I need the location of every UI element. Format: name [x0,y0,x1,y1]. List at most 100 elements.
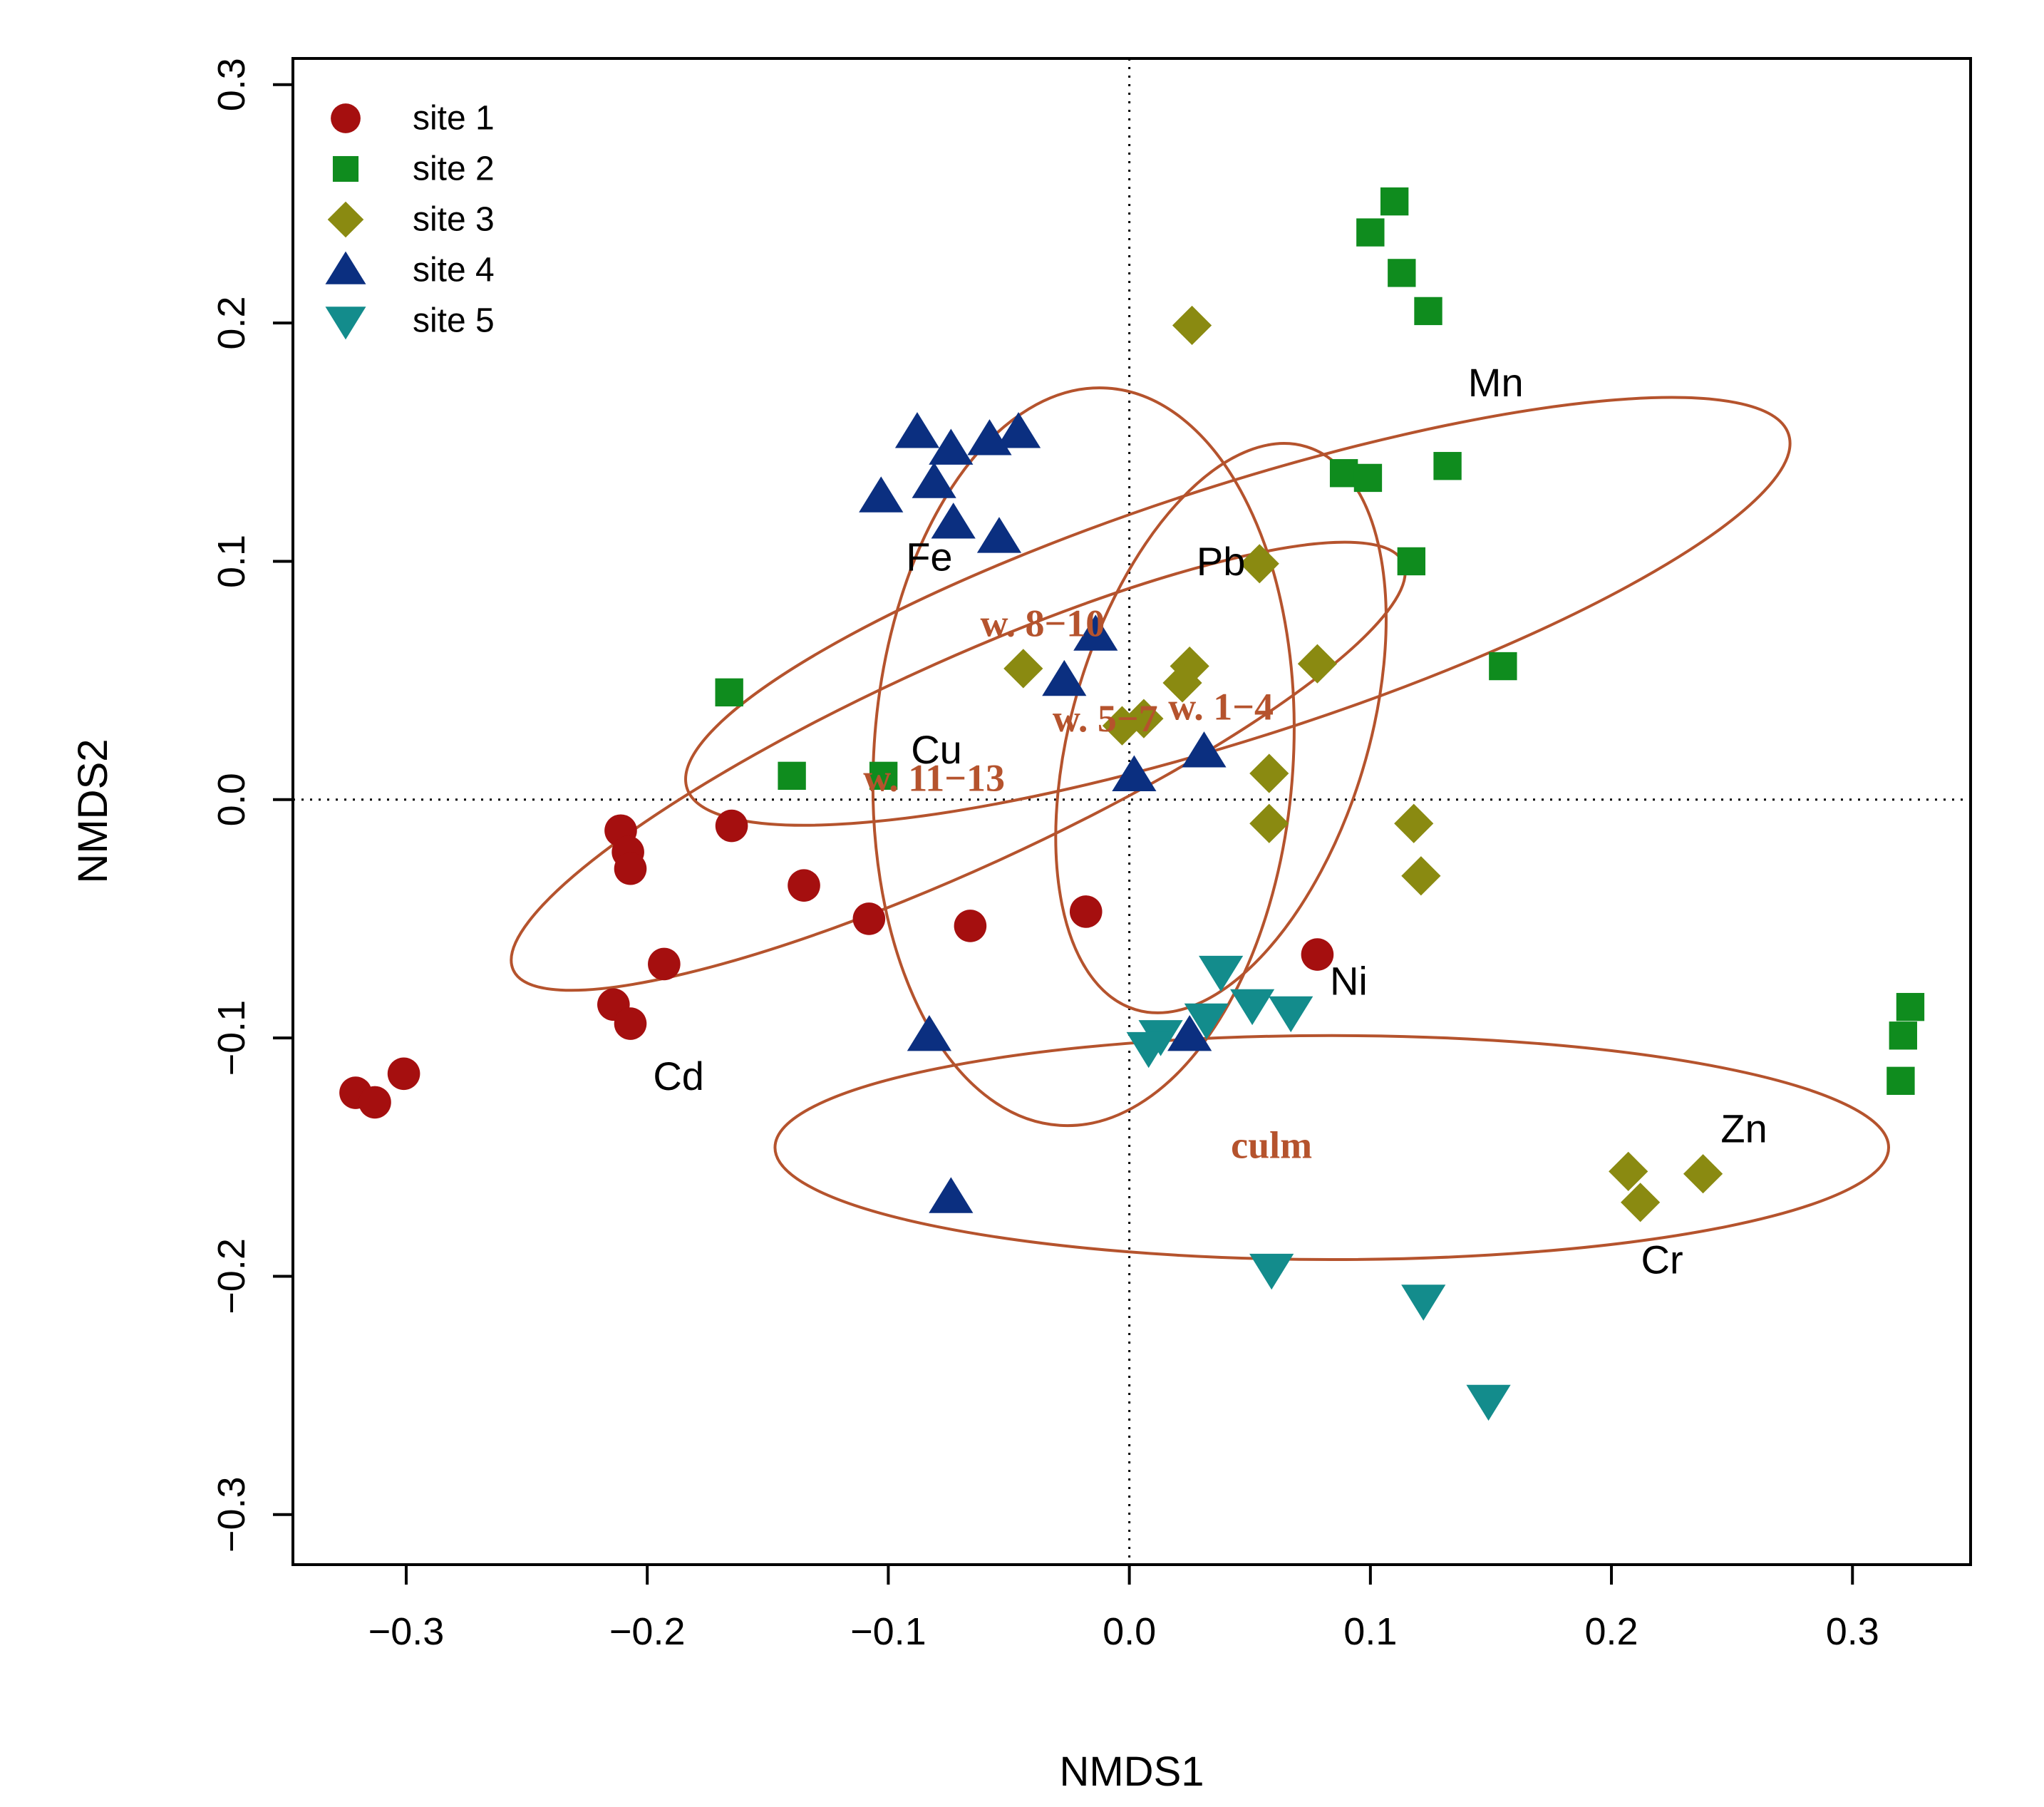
point-site-1 [648,947,681,981]
group-label-w-5-7: w. 5−7 [1053,697,1158,740]
variable-label-ni: Ni [1330,958,1368,1003]
point-site-3 [1401,856,1441,896]
point-site-3 [1172,305,1212,346]
point-site-1 [614,1007,647,1040]
group-label-culm: culm [1231,1124,1312,1167]
point-site-1 [852,902,886,935]
x-tick-label: −0.2 [609,1610,686,1653]
point-site-4 [996,412,1041,448]
y-tick-label: 0.1 [210,535,253,588]
legend-label-site-1: site 1 [413,100,495,138]
point-site-5 [1269,996,1313,1033]
y-tick-label: −0.2 [210,1238,253,1314]
point-site-4 [929,428,974,465]
point-site-2 [1388,259,1416,287]
y-axis-title: NMDS2 [70,738,116,883]
group-label-w-8-10: w. 8−10 [980,602,1105,644]
legend-label-site-5: site 5 [413,302,495,340]
point-site-2 [1433,452,1462,480]
x-tick-label: 0.1 [1343,1610,1397,1653]
point-site-3 [1249,803,1289,843]
point-site-1 [1301,938,1334,971]
reference-lines [293,58,1971,1565]
variable-labels: Mn Fe Pb Cu Ni Cd Zn Cr [653,360,1767,1282]
point-site-2 [1380,187,1409,216]
point-site-2 [778,761,806,791]
point-site-5 [1466,1384,1511,1421]
ellipse-w-5-7 [871,386,1296,1128]
legend-marker-site-1 [331,103,361,133]
y-tick-label: 0.3 [210,58,253,111]
point-site-2 [1896,992,1925,1021]
x-tick-label: 0.3 [1826,1610,1879,1653]
point-site-5 [1126,1031,1171,1069]
legend-label-site-2: site 2 [413,150,495,188]
point-site-2 [1889,1021,1917,1050]
group-label-w-11-13: w. 11−13 [863,757,1005,800]
point-site-3 [1394,803,1434,843]
point-site-1 [387,1057,420,1091]
point-site-1 [715,809,748,843]
x-tick-label: 0.2 [1585,1610,1638,1653]
point-site-2 [1329,459,1358,488]
point-site-3 [1124,699,1164,738]
point-site-1 [954,910,987,942]
legend-marker-site-3 [327,201,364,238]
point-site-4 [912,462,956,498]
legend-marker-site-4 [325,251,366,284]
point-site-1 [788,869,820,902]
point-site-2 [1414,297,1442,326]
legend-marker-site-2 [332,155,359,182]
y-tick-label: 0.2 [210,297,253,350]
legend-label-site-3: site 3 [413,201,495,239]
point-site-2 [869,761,898,791]
point-site-4 [1112,755,1157,791]
point-site-4 [1167,1014,1212,1051]
point-site-2 [1489,652,1517,681]
y-tick-label: −0.3 [210,1476,253,1553]
point-site-2 [715,678,743,707]
point-site-3 [1249,753,1289,793]
point-site-4 [1182,731,1227,768]
ellipse-culm [773,1034,1891,1262]
point-site-4 [907,1014,952,1051]
point-site-3 [1609,1151,1648,1191]
ellipse-w-8-10 [684,396,1792,827]
point-site-5 [1401,1285,1446,1321]
point-site-4 [929,1177,974,1213]
point-site-4 [859,476,904,513]
variable-label-mn: Mn [1468,360,1524,405]
point-site-5 [1199,955,1244,992]
point-site-4 [976,517,1022,553]
point-site-4 [931,503,976,539]
variable-label-cd: Cd [653,1054,704,1098]
point-site-1 [1069,895,1103,928]
point-site-4 [894,412,940,448]
point-site-2 [1353,463,1383,493]
point-site-4 [1042,659,1087,696]
point-site-1 [358,1086,391,1119]
group-labels: w. 8−10 w. 11−13 w. 5−7 w. 1−4 culm [863,602,1312,1166]
x-tick-label: −0.1 [850,1610,926,1653]
group-label-w-1-4: w. 1−4 [1168,685,1274,728]
x-tick-label: 0.0 [1103,1610,1156,1653]
point-site-3 [1239,544,1279,584]
data-points [339,187,1925,1421]
variable-label-zn: Zn [1720,1106,1767,1151]
point-site-3 [1297,644,1338,684]
point-site-3 [1683,1154,1723,1194]
variable-label-cr: Cr [1641,1237,1683,1282]
variable-label-pb: Pb [1197,539,1246,584]
variable-label-fe: Fe [906,534,952,579]
variable-label-cu: Cu [911,727,962,772]
legend-label-site-4: site 4 [413,252,495,289]
point-site-5 [1184,1003,1229,1040]
point-site-3 [1621,1183,1661,1222]
legend-marker-site-5 [325,307,366,340]
point-site-5 [1230,989,1275,1026]
point-site-3 [1003,649,1043,689]
point-site-2 [1356,218,1385,247]
y-tick-label: 0.0 [210,773,253,826]
